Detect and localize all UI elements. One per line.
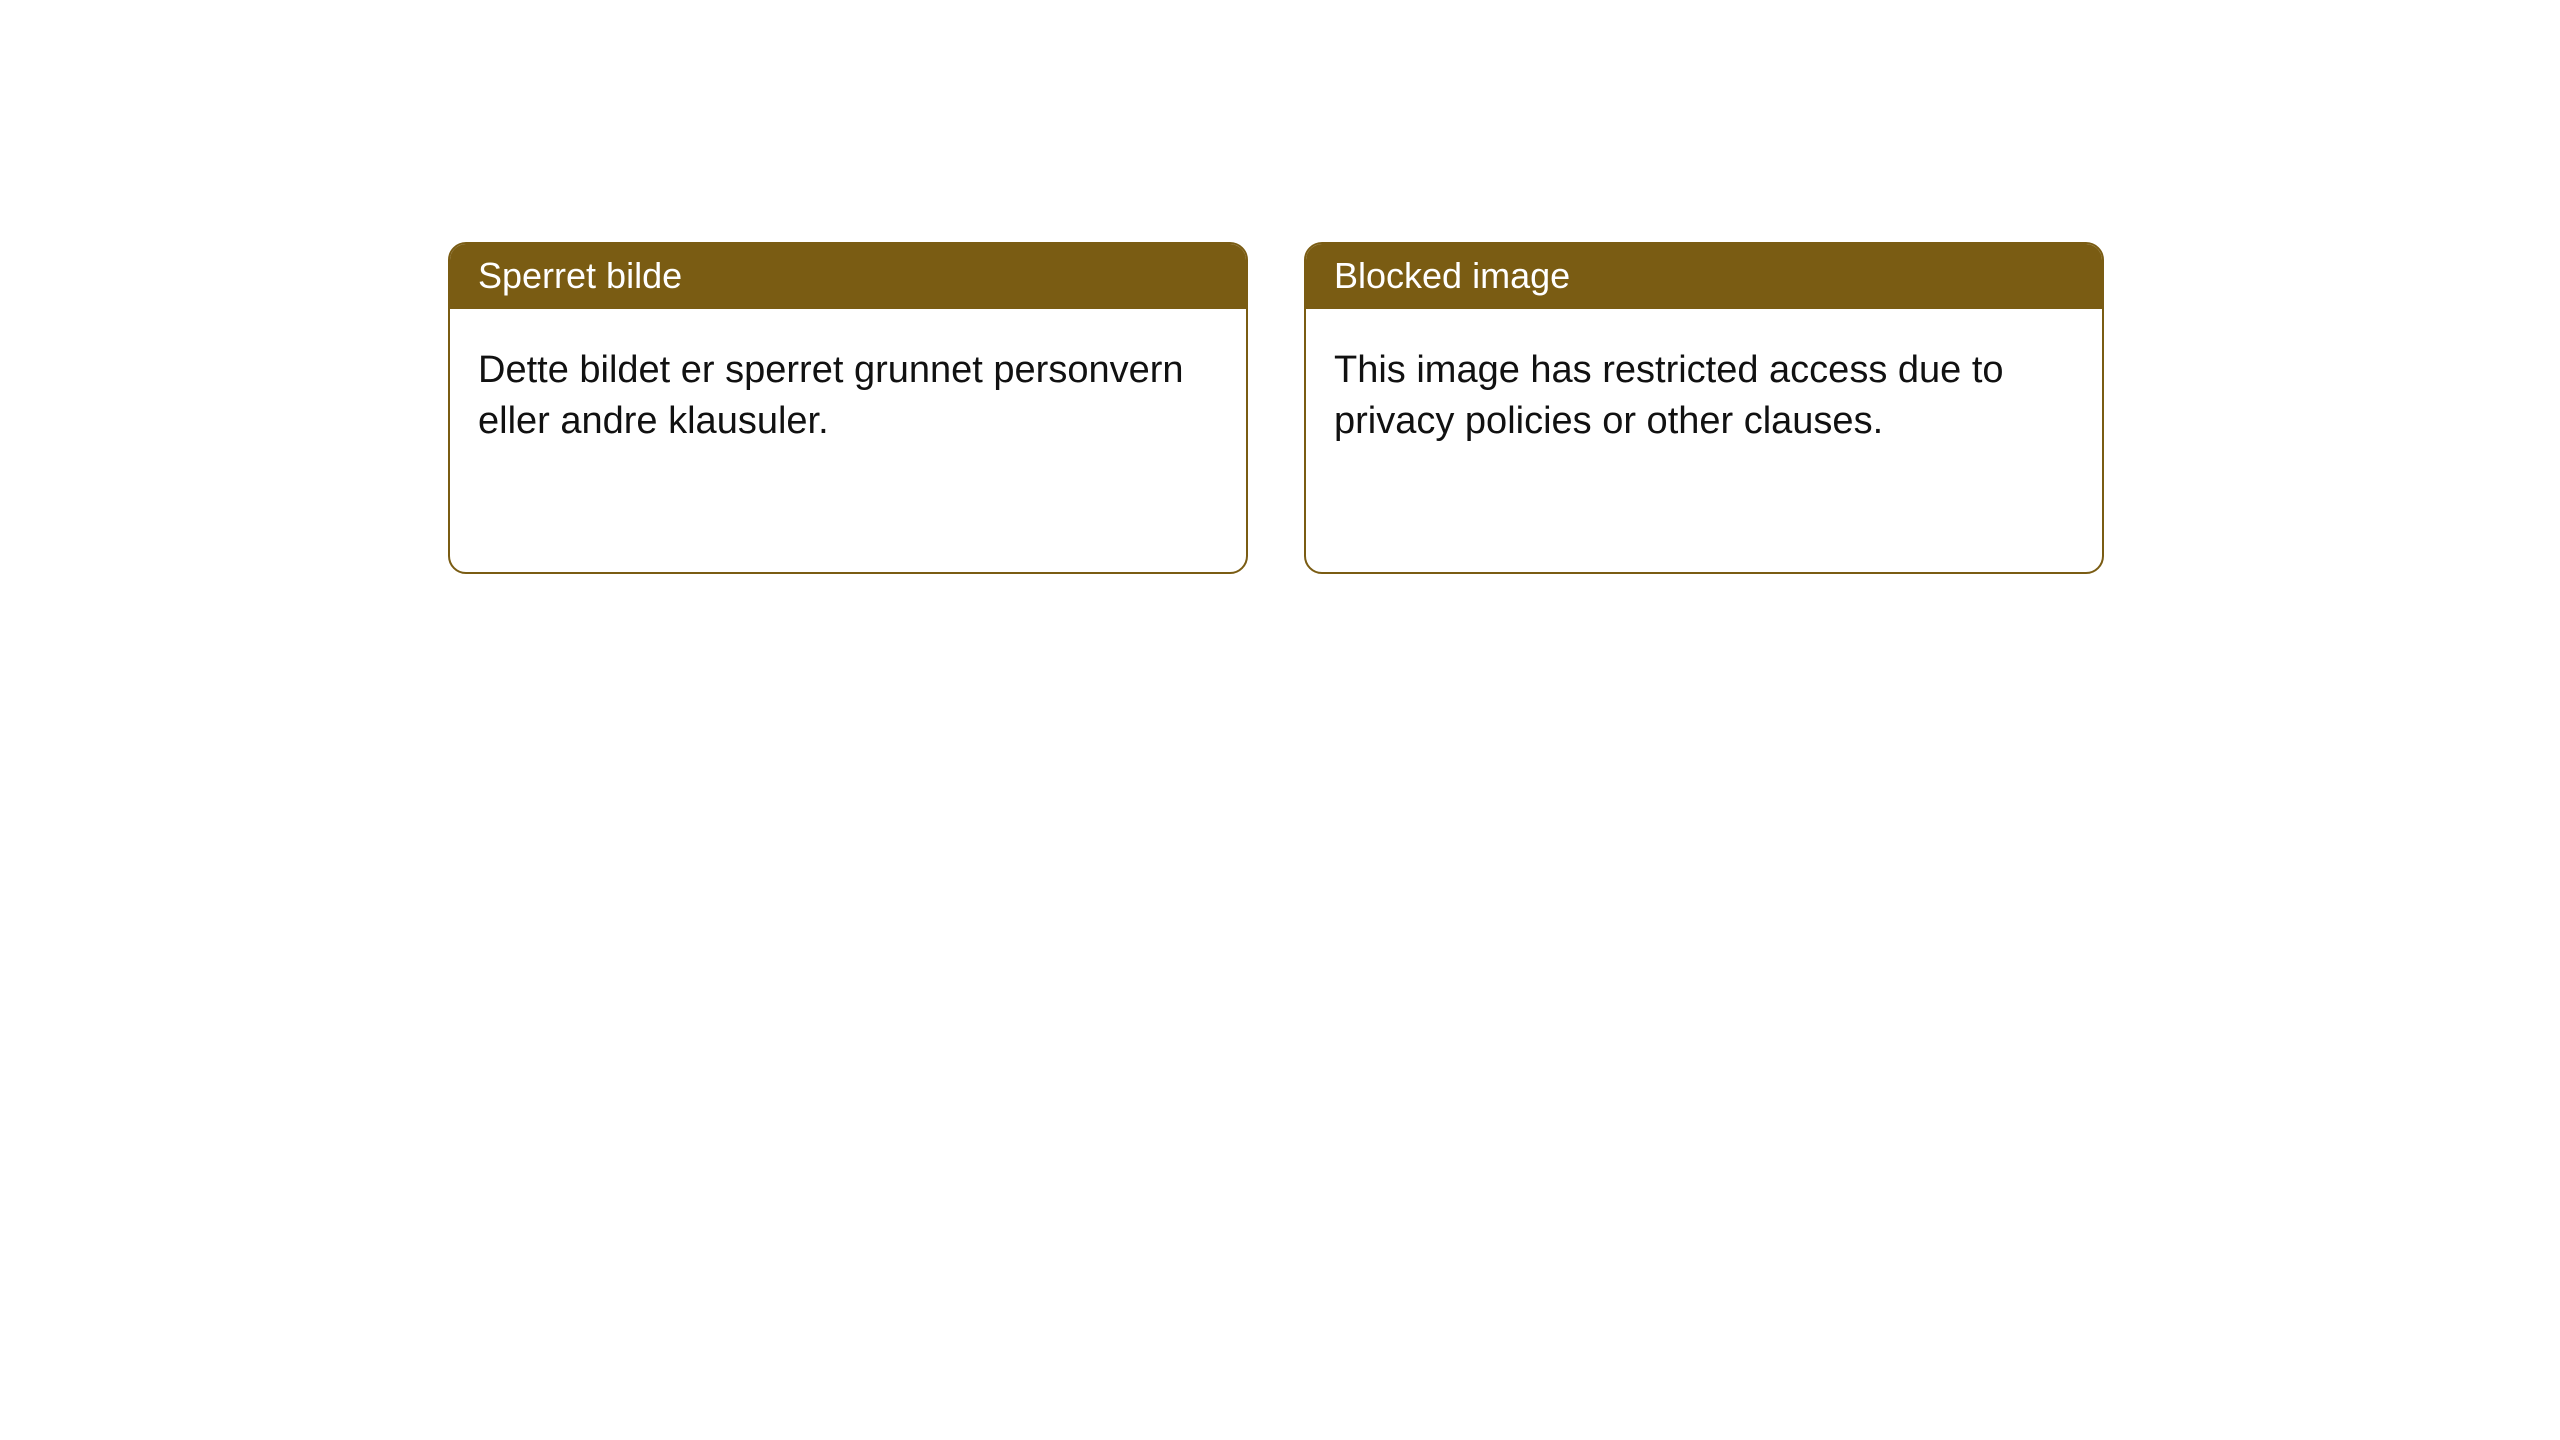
blocked-image-card-en: Blocked image This image has restricted …: [1304, 242, 2104, 574]
card-body-en: This image has restricted access due to …: [1306, 309, 2102, 476]
card-body-no: Dette bildet er sperret grunnet personve…: [450, 309, 1246, 476]
card-header-en: Blocked image: [1306, 244, 2102, 309]
notice-container: Sperret bilde Dette bildet er sperret gr…: [0, 0, 2560, 574]
card-header-no: Sperret bilde: [450, 244, 1246, 309]
blocked-image-card-no: Sperret bilde Dette bildet er sperret gr…: [448, 242, 1248, 574]
